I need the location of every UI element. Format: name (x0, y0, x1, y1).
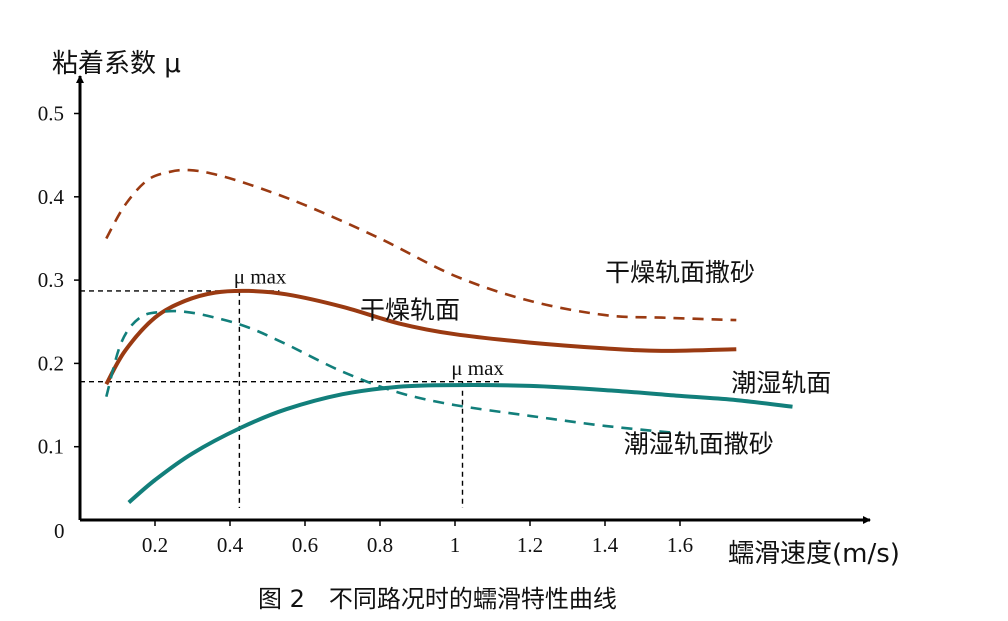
origin-label: 0 (54, 519, 65, 543)
mu-max-label-2: μ max (451, 356, 504, 380)
x-tick-label: 1 (450, 533, 461, 557)
series-label-wet-sanded: 潮湿轨面撒砂 (624, 430, 774, 459)
x-tick-label: 1.2 (517, 533, 543, 557)
x-tick-label: 0.4 (217, 533, 244, 557)
figure-caption: 图 2 不同路况时的蠕滑特性曲线 (258, 585, 617, 613)
y-tick-label: 0.2 (38, 351, 64, 375)
series-label-dry-sanded: 干燥轨面撒砂 (605, 258, 755, 287)
y-tick-label: 0.3 (38, 268, 64, 292)
y-axis-title: 粘着系数 μ (52, 49, 181, 79)
y-tick-label: 0.4 (38, 185, 65, 209)
series-line-dry (104, 288, 737, 386)
series-line-wet-sanded (105, 309, 681, 435)
x-tick-label: 1.6 (667, 533, 693, 557)
y-tick-label: 0.1 (38, 435, 64, 459)
x-tick-label: 0.2 (142, 533, 168, 557)
series-line-dry-sanded (105, 168, 737, 322)
x-axis-title: 蠕滑速度(m/s) (728, 539, 900, 569)
x-tick-label: 0.8 (367, 533, 393, 557)
series-label-dry: 干燥轨面 (360, 295, 460, 324)
series-label-wet: 潮湿轨面 (731, 369, 831, 398)
series-line-wet (127, 383, 793, 505)
x-tick-label: 0.6 (292, 533, 318, 557)
y-tick-label: 0.5 (38, 102, 64, 126)
ticks-layer: 0.2 0.4 0.6 0.8 1 1.2 1.4 1.6 0.1 0.2 0.3 0.4 0.5 (38, 102, 693, 558)
series-layer (104, 168, 793, 505)
x-tick-label: 1.4 (592, 533, 619, 557)
mu-max-label-1: μ max (234, 264, 287, 288)
